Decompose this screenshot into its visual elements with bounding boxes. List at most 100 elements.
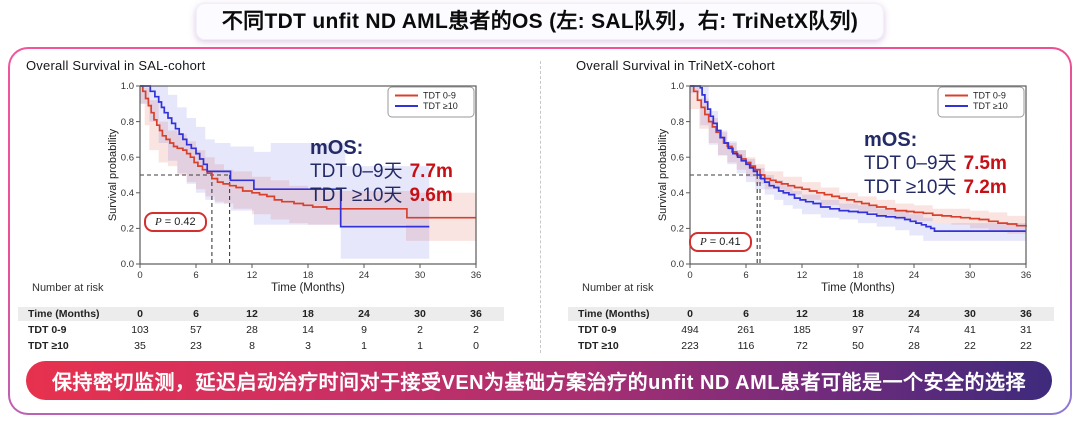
panel-divider bbox=[540, 61, 541, 353]
y-tick-label: 0.0 bbox=[121, 259, 134, 270]
mos-value: 7.5m bbox=[963, 153, 1007, 175]
mos-value: 7.7m bbox=[409, 161, 453, 183]
x-tick-label: 18 bbox=[303, 270, 314, 281]
median-guides bbox=[140, 174, 231, 264]
y-tick-label: 1.0 bbox=[671, 81, 684, 92]
risk-cell: 8 bbox=[249, 340, 255, 352]
y-tick-label: 0.4 bbox=[121, 188, 134, 199]
y-tick-label: 0.2 bbox=[671, 224, 684, 235]
y-tick-label: 0.8 bbox=[121, 117, 134, 128]
x-tick-label: 12 bbox=[797, 270, 808, 281]
conclusion-banner: 保持密切监测，延迟启动治疗时间对于接受VEN为基础方案治疗的unfit ND A… bbox=[26, 361, 1052, 400]
y-tick-label: 0.0 bbox=[671, 259, 684, 270]
x-tick-label: 18 bbox=[853, 270, 864, 281]
risk-cell: 22 bbox=[1020, 340, 1032, 352]
risk-cell: 22 bbox=[964, 340, 976, 352]
risk-cell: 23 bbox=[190, 340, 202, 352]
x-tick-label: 36 bbox=[471, 270, 482, 281]
risk-cell: 28 bbox=[908, 340, 920, 352]
x-tick-label: 24 bbox=[909, 270, 920, 281]
risk-cell: 30 bbox=[942, 307, 998, 321]
risk-cell: 41 bbox=[964, 324, 976, 336]
sal-plot: 0.0 0.2 0.4 0.6 0.8 1.0 0 6 12 18 24 30 36 Survival p… bbox=[18, 74, 523, 306]
x-tick-label: 6 bbox=[193, 270, 198, 281]
x-axis-label: Time (Months) bbox=[271, 282, 345, 294]
mos-value: 7.2m bbox=[963, 176, 1007, 198]
y-tick-label: 0.6 bbox=[671, 152, 684, 163]
p-symbol: P bbox=[155, 216, 162, 228]
risk-cell: Time (Months) bbox=[568, 307, 662, 321]
risk-cell: 14 bbox=[302, 324, 314, 336]
risk-cell: 36 bbox=[448, 307, 504, 321]
p-value: = 0.41 bbox=[709, 236, 741, 248]
risk-cell: 31 bbox=[1020, 324, 1032, 336]
risk-cell: 116 bbox=[737, 340, 755, 352]
page-title: 不同TDT unfit ND AML患者的OS (左: SAL队列，右: Tri… bbox=[195, 3, 885, 40]
risk-cell: 261 bbox=[737, 324, 755, 336]
risk-cell: 494 bbox=[681, 324, 699, 336]
risk-cell: 1 bbox=[361, 340, 367, 352]
x-tick-label: 24 bbox=[359, 270, 370, 281]
y-tick-label: 0.2 bbox=[121, 224, 134, 235]
x-tick-label: 0 bbox=[137, 270, 142, 281]
legend-label: TDT ≥10 bbox=[423, 101, 458, 111]
x-tick-label: 36 bbox=[1021, 270, 1032, 281]
y-tick-label: 1.0 bbox=[121, 81, 134, 92]
ci-band bbox=[140, 86, 430, 259]
km-curve-TDT-≥10 bbox=[690, 85, 1026, 232]
risk-cell: 35 bbox=[134, 340, 146, 352]
y-axis-label: Survival probability bbox=[107, 128, 119, 221]
conclusion-text: 保持密切监测，延迟启动治疗时间对于接受VEN为基础方案治疗的unfit ND A… bbox=[51, 372, 1026, 394]
risk-cell: 0 bbox=[473, 340, 479, 352]
mos-line: TDT ≥10天 9.6m bbox=[310, 184, 453, 207]
risk-cell: 2 bbox=[473, 324, 479, 336]
mos-label: TDT ≥10天 bbox=[864, 176, 957, 198]
risk-cell: 9 bbox=[361, 324, 367, 336]
risk-cell: 24 bbox=[336, 307, 392, 321]
mos-line: TDT ≥10天 7.2m bbox=[864, 176, 1007, 199]
mos-label: TDT 0–9天 bbox=[310, 161, 403, 183]
trinetx-km-plot: 0.0 0.2 0.4 0.6 0.8 1.0 0 6 12 18 24 30 36 Survival p… bbox=[582, 81, 1032, 294]
risk-cell: TDT 0-9 bbox=[28, 324, 67, 336]
risk-cell: 103 bbox=[131, 324, 149, 336]
km-curve-TDT-0-9 bbox=[140, 85, 476, 219]
risk-cell: 57 bbox=[190, 324, 202, 336]
number-at-risk-label: Number at risk bbox=[582, 282, 654, 294]
risk-cell: 12 bbox=[774, 307, 830, 321]
x-tick-label: 12 bbox=[247, 270, 258, 281]
mos-line: TDT 0–9天 7.7m bbox=[310, 160, 453, 183]
ci-band bbox=[140, 86, 476, 241]
risk-cell: 0 bbox=[662, 307, 718, 321]
median-guides bbox=[690, 174, 761, 264]
sal-km-plot: 0.0 0.2 0.4 0.6 0.8 1.0 0 6 12 18 24 30 36 Survival p… bbox=[32, 81, 482, 294]
risk-cell: 18 bbox=[830, 307, 886, 321]
risk-cell: 36 bbox=[998, 307, 1054, 321]
number-at-risk-label: Number at risk bbox=[32, 282, 104, 294]
risk-cell: Time (Months) bbox=[18, 307, 112, 321]
risk-cell: 6 bbox=[718, 307, 774, 321]
trinetx-chart-title: Overall Survival in TriNetX-cohort bbox=[576, 58, 775, 73]
mos-line: TDT 0–9天 7.5m bbox=[864, 152, 1007, 175]
x-tick-label: 30 bbox=[965, 270, 976, 281]
legend-label: TDT 0-9 bbox=[973, 91, 1006, 101]
risk-cell: 3 bbox=[305, 340, 311, 352]
risk-cell: 30 bbox=[392, 307, 448, 321]
trinetx-chart-panel: Overall Survival in TriNetX-cohort 0.0 0.… bbox=[568, 58, 1080, 358]
risk-cell: 12 bbox=[224, 307, 280, 321]
ci-band bbox=[690, 86, 1026, 234]
risk-cell: TDT 0-9 bbox=[578, 324, 617, 336]
km-curve-TDT-≥10 bbox=[140, 85, 430, 228]
x-tick-label: 0 bbox=[687, 270, 692, 281]
x-tick-label: 30 bbox=[415, 270, 426, 281]
risk-cell: 50 bbox=[852, 340, 864, 352]
risk-cell: 28 bbox=[246, 324, 258, 336]
risk-cell: 97 bbox=[852, 324, 864, 336]
risk-cell: 2 bbox=[417, 324, 423, 336]
y-tick-label: 0.8 bbox=[671, 117, 684, 128]
trinetx-pvalue-box: P = 0.41 bbox=[689, 232, 752, 252]
sal-mos-annotation: mOS: TDT 0–9天 7.7m TDT ≥10天 9.6m bbox=[310, 136, 453, 207]
risk-cell: 0 bbox=[112, 307, 168, 321]
trinetx-number-at-risk-table: Time (Months) 0 6 12 18 24 30 36 TDT 0-9 494 261 18… bbox=[568, 307, 1080, 353]
